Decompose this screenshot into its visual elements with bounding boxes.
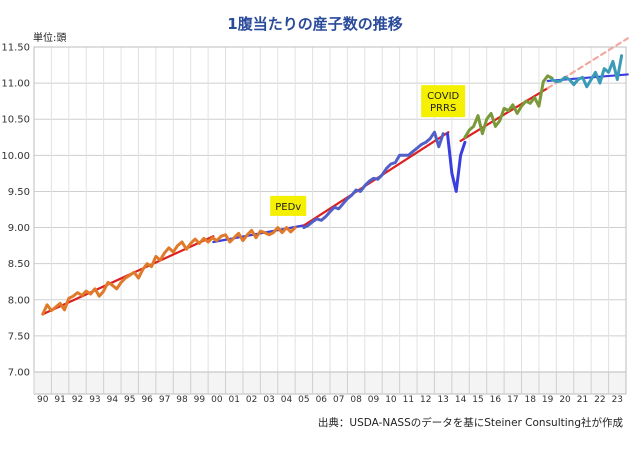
x-tick-label: 02 [246, 395, 257, 405]
data-series [41, 54, 624, 316]
x-tick-label: 01 [229, 395, 240, 405]
x-tick-label: 92 [72, 395, 83, 405]
annotation-label: COVID [427, 91, 459, 102]
x-tick-label: 16 [490, 395, 502, 405]
y-axis-unit-label: 単位:頭 [33, 31, 66, 44]
trend-lines [41, 37, 629, 316]
x-tick-label: 00 [211, 395, 223, 405]
x-tick-label: 08 [350, 395, 362, 405]
y-tick-label: 10.50 [1, 115, 30, 126]
y-axis-ticks: 7.00 7.50 8.00 8.50 9.00 9.50 10.00 10.50 11.00 1… [1, 43, 30, 379]
x-tick-label: 22 [594, 395, 605, 405]
x-tick-label: 93 [89, 395, 100, 405]
x-tick-label: 91 [54, 395, 65, 405]
annotation-label: PEDv [275, 202, 301, 213]
x-tick-label: 18 [525, 395, 537, 405]
x-tick-label: 21 [577, 395, 588, 405]
x-tick-label: 04 [281, 395, 293, 405]
x-tick-label: 19 [542, 395, 554, 405]
y-tick-label: 9.00 [8, 223, 30, 234]
x-axis-ticks: 90 91 92 93 94 95 96 97 98 99 00 01 02 03 04 05 06 07 08 09… [37, 395, 623, 405]
x-tick-label: 96 [141, 395, 153, 405]
grid-lines [33, 46, 627, 395]
series-line [302, 130, 445, 230]
x-tick-label: 17 [507, 395, 518, 405]
annotation-label: PRRS [430, 103, 456, 114]
x-tick-label: 14 [455, 395, 467, 405]
x-tick-label: 95 [124, 395, 135, 405]
x-tick-label: 23 [612, 395, 623, 405]
x-axis-band [33, 371, 627, 395]
series-line [463, 74, 554, 139]
y-tick-label: 9.50 [8, 187, 30, 198]
annotation-box [270, 195, 307, 216]
y-tick-label: 11.50 [1, 43, 30, 54]
x-tick-label: 12 [420, 395, 431, 405]
x-tick-label: 98 [176, 395, 188, 405]
x-tick-label: 20 [559, 395, 571, 405]
trend-line [459, 87, 549, 142]
x-tick-label: 09 [368, 395, 380, 405]
x-tick-label: 03 [263, 395, 274, 405]
y-tick-label: 8.50 [8, 259, 30, 270]
x-tick-label: 90 [37, 395, 49, 405]
x-tick-label: 97 [159, 395, 170, 405]
x-tick-label: 15 [472, 395, 483, 405]
trend-line [546, 37, 629, 90]
series-line [446, 132, 467, 193]
annotation-box [421, 85, 466, 118]
y-tick-label: 11.00 [1, 79, 30, 90]
source-note: 出典：USDA-NASSのデータを基にSteiner Consulting社が作… [318, 416, 624, 429]
x-tick-label: 06 [316, 395, 328, 405]
series-line [41, 226, 297, 316]
y-tick-label: 7.50 [8, 331, 30, 342]
y-tick-label: 7.00 [8, 368, 30, 379]
y-tick-label: 8.00 [8, 295, 30, 306]
x-tick-label: 11 [403, 395, 414, 405]
x-tick-label: 05 [298, 395, 309, 405]
x-tick-label: 13 [437, 395, 448, 405]
x-tick-label: 99 [194, 395, 206, 405]
series-line [550, 54, 624, 89]
chart-title: 1腹当たりの産子数の推移 [227, 15, 402, 33]
x-tick-label: 94 [107, 395, 119, 405]
y-tick-label: 10.00 [1, 151, 30, 162]
x-tick-label: 07 [333, 395, 344, 405]
x-tick-label: 10 [385, 395, 397, 405]
